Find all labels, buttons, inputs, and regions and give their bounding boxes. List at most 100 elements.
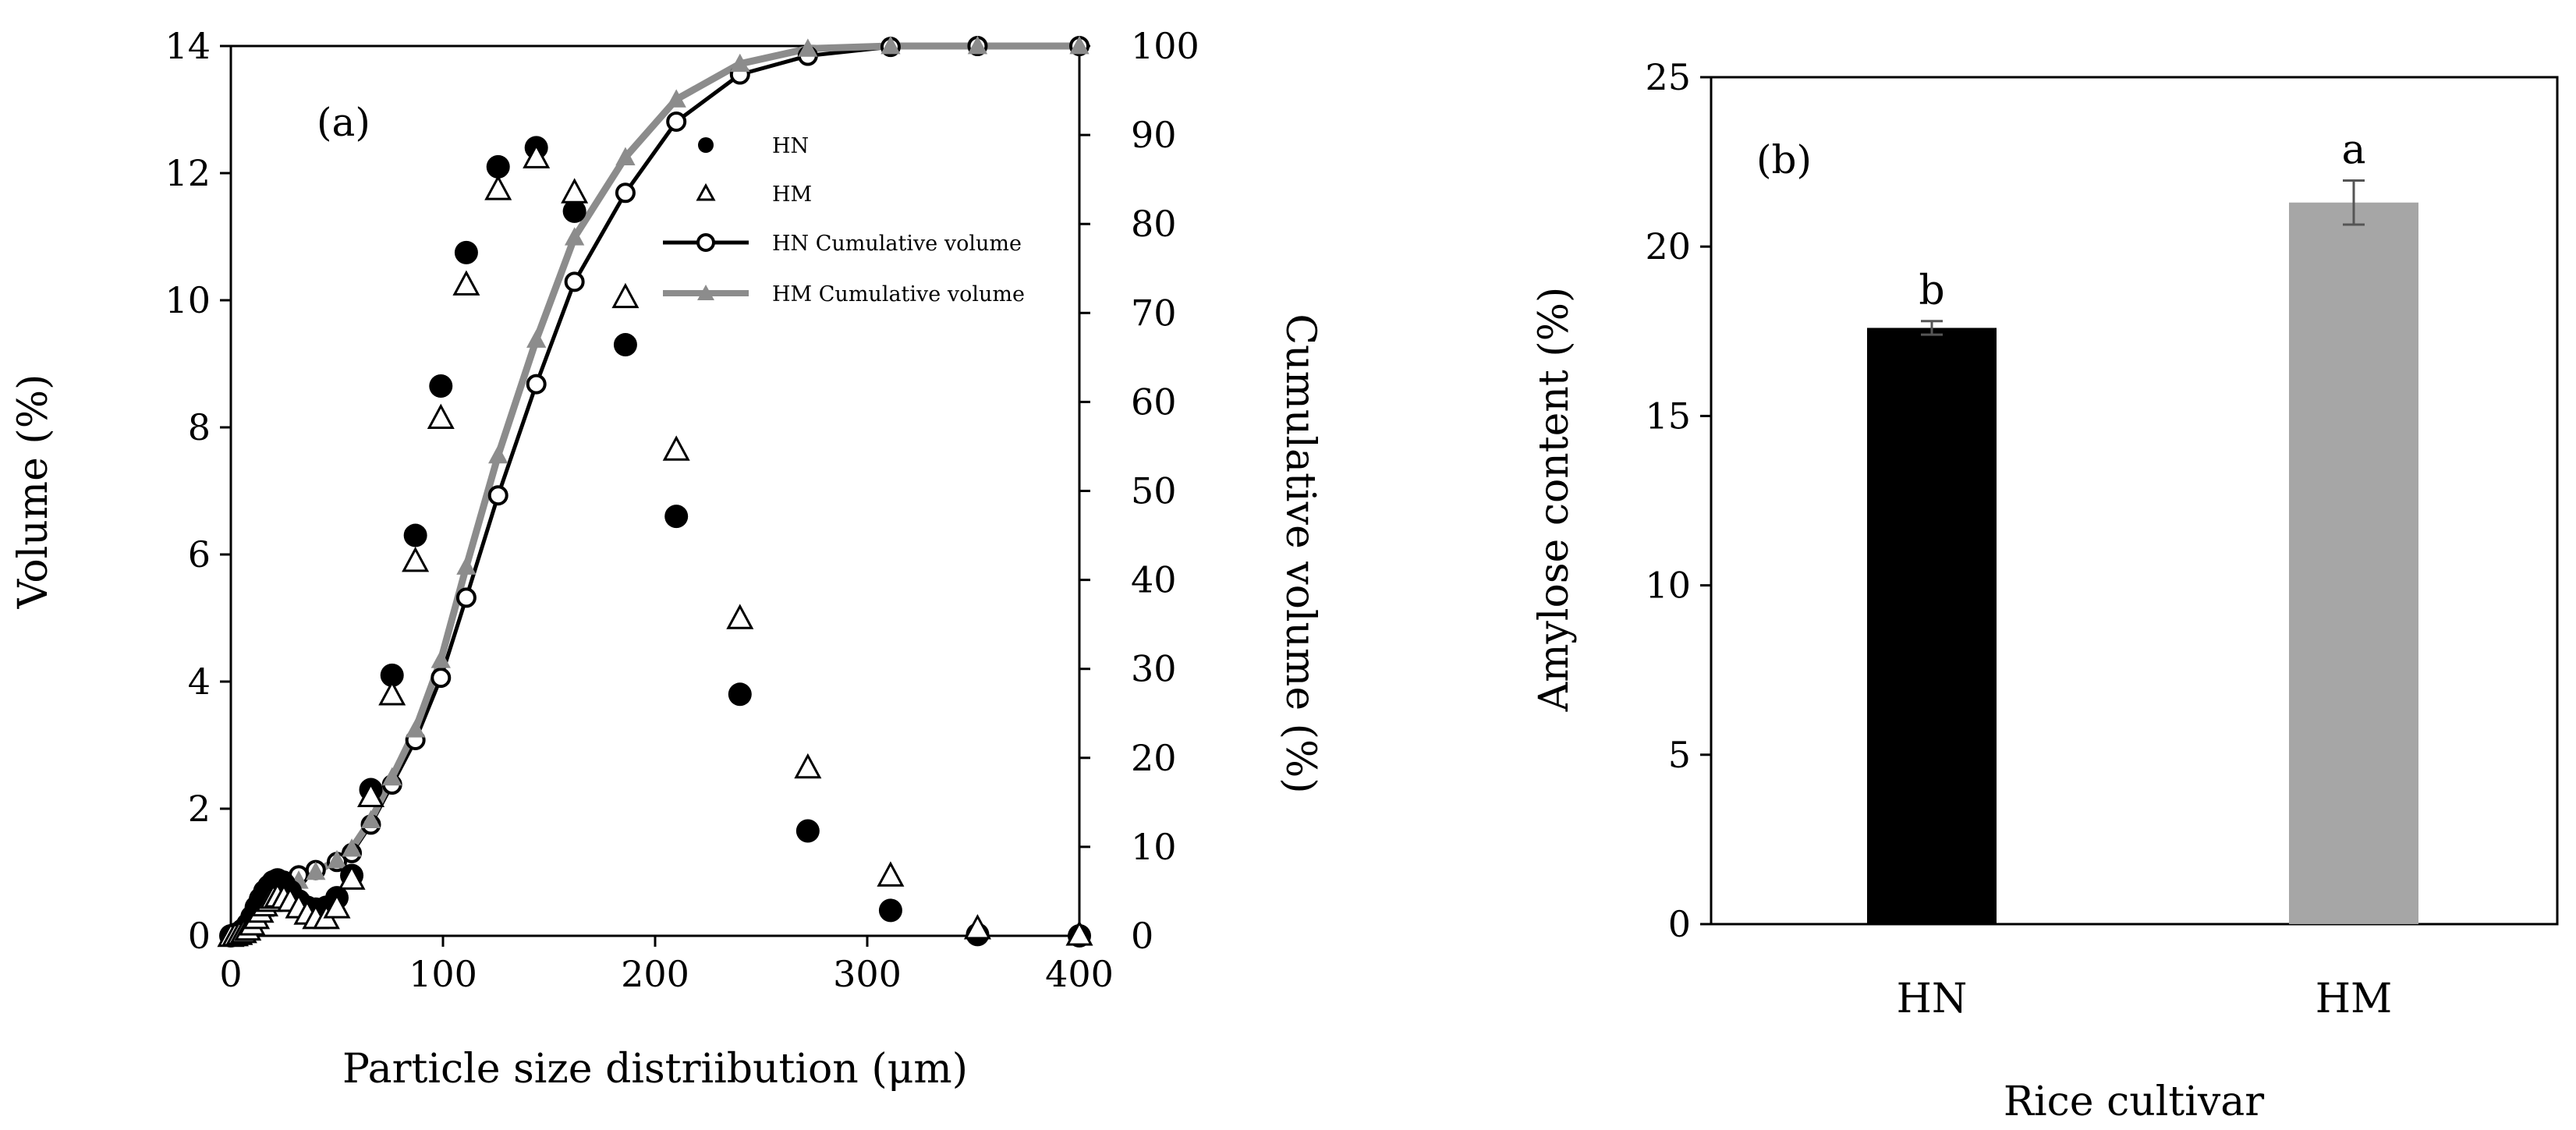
y2-tick-label: 100 bbox=[1131, 25, 1199, 67]
y-tick-label: 14 bbox=[165, 25, 211, 67]
series-point-3 bbox=[564, 227, 585, 246]
panel-a-x-axis-title: Particle size distriibution (μm) bbox=[342, 1046, 968, 1093]
panel-b-plot-area bbox=[1710, 76, 2559, 926]
series-point-3 bbox=[666, 89, 686, 108]
series-point-1 bbox=[338, 864, 366, 890]
series-point-1 bbox=[402, 546, 430, 572]
series-point-3 bbox=[488, 445, 508, 464]
x-tick-label: 400 bbox=[1045, 953, 1114, 995]
series-point-3 bbox=[456, 556, 477, 575]
series-point-0 bbox=[429, 374, 453, 399]
series-point-2 bbox=[564, 271, 585, 292]
significance-letter: a bbox=[2341, 126, 2365, 173]
legend-label: HM bbox=[772, 182, 812, 207]
x-category-label: HM bbox=[2316, 976, 2393, 1022]
series-point-2 bbox=[431, 668, 452, 689]
legend-marker bbox=[697, 285, 714, 300]
panel-a-legend: HN HM HN Cumulative volume HM Cumulative vo… bbox=[663, 134, 1025, 306]
y2-tick-label: 30 bbox=[1131, 648, 1177, 690]
series-point-1 bbox=[484, 175, 512, 200]
series-point-1 bbox=[561, 178, 589, 204]
series-point-3 bbox=[730, 53, 750, 73]
series-point-0 bbox=[380, 663, 404, 687]
y-tick-label: 0 bbox=[1668, 903, 1691, 945]
legend-marker bbox=[696, 233, 715, 252]
series-point-0 bbox=[562, 199, 586, 223]
series-point-2 bbox=[455, 587, 477, 608]
y2-tick-label: 20 bbox=[1131, 737, 1177, 779]
series-point-3 bbox=[360, 809, 381, 829]
y2-tick-label: 90 bbox=[1131, 114, 1177, 156]
series-point-3 bbox=[526, 329, 547, 348]
panel-b-x-axis-title: Rice cultivar bbox=[2004, 1079, 2264, 1125]
series-point-3 bbox=[967, 35, 988, 55]
legend-label: HM Cumulative volume bbox=[772, 282, 1025, 306]
series-point-0 bbox=[454, 240, 478, 264]
series-point-1 bbox=[357, 781, 385, 807]
series-point-3 bbox=[306, 861, 326, 880]
y2-tick-label: 40 bbox=[1131, 559, 1177, 601]
series-point-3 bbox=[342, 838, 362, 857]
x-tick-label: 200 bbox=[621, 953, 689, 995]
panel-b-ticks: 0 5 10 15 20 25 bbox=[1645, 56, 1711, 945]
series-point-1 bbox=[963, 914, 991, 940]
x-category-label: HN bbox=[1897, 976, 1968, 1022]
y-tick-label: 8 bbox=[188, 406, 211, 448]
y-tick-label: 25 bbox=[1645, 56, 1691, 98]
series-point-3 bbox=[615, 147, 636, 165]
series-point-0 bbox=[795, 819, 820, 843]
series-point-3 bbox=[431, 650, 451, 668]
y2-tick-label: 50 bbox=[1131, 470, 1177, 512]
legend-marker bbox=[698, 137, 714, 153]
series-point-1 bbox=[1065, 920, 1093, 946]
panel-b-bars: b HN a HM bbox=[1867, 126, 2418, 1022]
series-point-0 bbox=[664, 505, 689, 529]
series-point-3 bbox=[881, 35, 901, 55]
y-tick-label: 5 bbox=[1668, 734, 1691, 776]
y-tick-label: 4 bbox=[188, 661, 211, 703]
y-tick-label: 12 bbox=[165, 152, 211, 194]
series-point-1 bbox=[662, 435, 690, 461]
series-point-1 bbox=[794, 753, 822, 779]
panel-a-label: (a) bbox=[317, 100, 370, 145]
series-point-3 bbox=[1069, 35, 1090, 55]
series-point-3 bbox=[798, 38, 818, 57]
y2-tick-label: 10 bbox=[1131, 826, 1177, 868]
y-tick-label: 0 bbox=[188, 915, 211, 957]
panel-a-y2-axis-title: Cumulative volume (%) bbox=[1277, 313, 1323, 793]
series-point-1 bbox=[452, 270, 480, 296]
y-tick-label: 20 bbox=[1645, 225, 1691, 267]
x-tick-label: 300 bbox=[833, 953, 902, 995]
y-tick-label: 10 bbox=[1645, 565, 1691, 607]
panel-a-plot-area bbox=[229, 44, 1081, 937]
legend-label: HN bbox=[772, 134, 809, 158]
series-line-3 bbox=[230, 42, 1079, 940]
series-point-0 bbox=[728, 682, 752, 707]
series-point-2 bbox=[487, 485, 508, 506]
y-tick-label: 15 bbox=[1645, 395, 1691, 437]
series-point-0 bbox=[878, 898, 902, 923]
series-point-3 bbox=[382, 767, 402, 786]
y-tick-label: 10 bbox=[165, 279, 211, 321]
panel-a-ticks: 0 100 200 300 400 0 2 4 6 8 10 12 14 0 10 20 30 40 50 60 70 8… bbox=[165, 25, 1199, 995]
y2-tick-label: 80 bbox=[1131, 203, 1177, 245]
series-point-1 bbox=[611, 282, 640, 309]
series-point-1 bbox=[523, 143, 551, 168]
series-point-3 bbox=[405, 719, 426, 738]
y-tick-label: 6 bbox=[188, 533, 211, 576]
bar-HM bbox=[2289, 202, 2418, 924]
significance-letter: b bbox=[1919, 267, 1944, 314]
series-point-0 bbox=[486, 154, 510, 179]
panel-b-amylose-chart: (b) 0 5 10 15 20 25 b HN a HM Rice cultivar Amyl… bbox=[1531, 56, 2559, 1125]
series-point-1 bbox=[726, 604, 754, 629]
series-point-0 bbox=[613, 333, 637, 357]
y2-tick-label: 70 bbox=[1131, 292, 1177, 334]
series-line-2 bbox=[230, 44, 1079, 938]
legend-label: HN Cumulative volume bbox=[772, 232, 1022, 256]
bar-HN bbox=[1867, 328, 1997, 924]
panel-b-y-axis-title: Amylose content (%) bbox=[1531, 287, 1578, 713]
y2-tick-label: 0 bbox=[1131, 915, 1153, 957]
series-point-1 bbox=[378, 680, 406, 706]
x-tick-label: 0 bbox=[219, 953, 242, 995]
